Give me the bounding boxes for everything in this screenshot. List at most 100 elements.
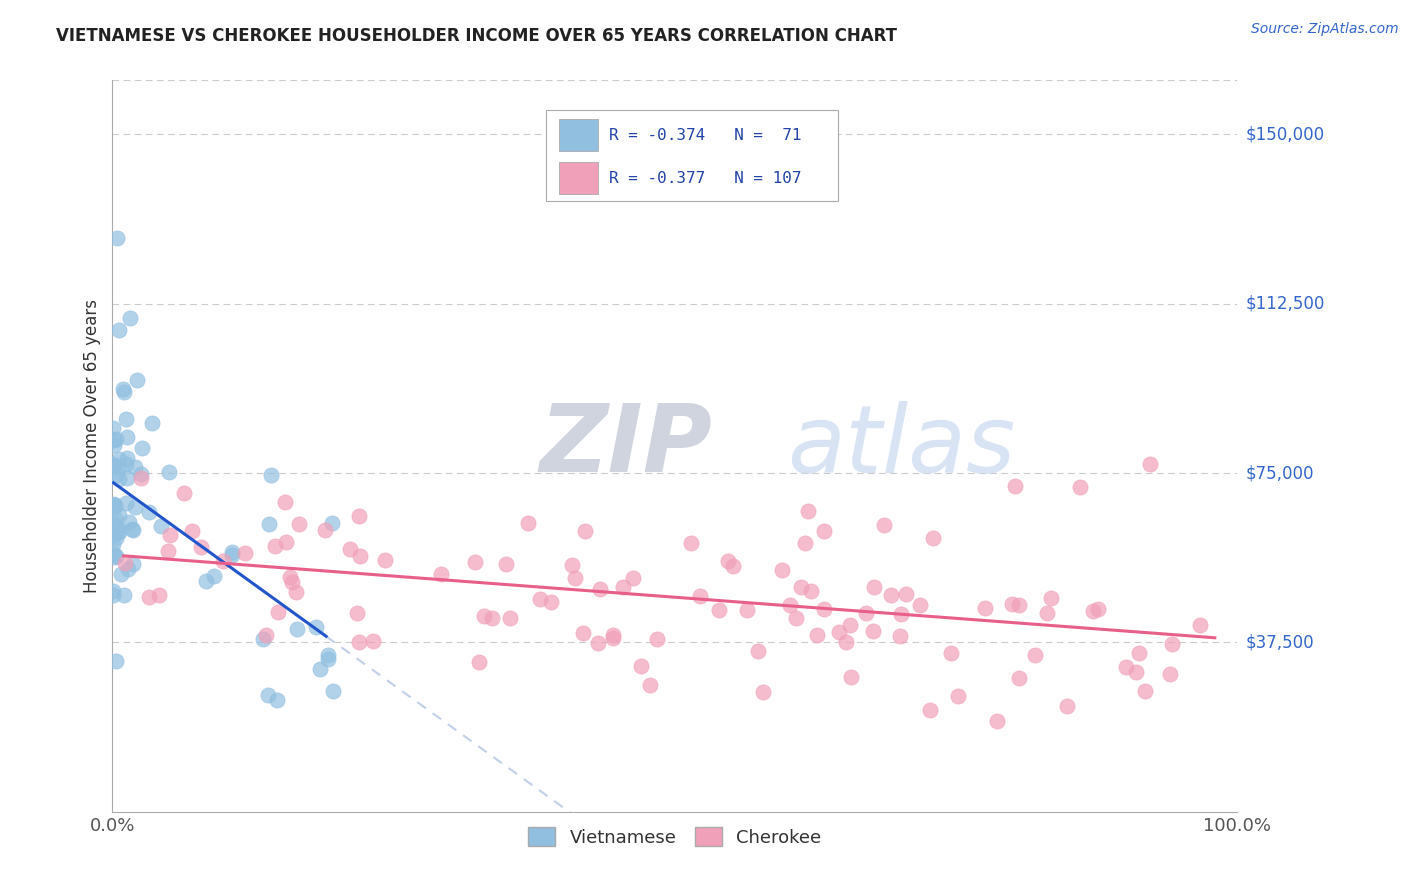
Point xyxy=(117,471,139,485)
Point xyxy=(813,602,835,616)
Point xyxy=(474,608,496,623)
Point xyxy=(589,582,612,597)
Point xyxy=(322,684,344,698)
Point xyxy=(1036,606,1059,620)
Point xyxy=(1128,647,1150,661)
Point xyxy=(890,607,912,621)
Point xyxy=(346,606,368,620)
Text: VIETNAMESE VS CHEROKEE HOUSEHOLDER INCOME OVER 65 YEARS CORRELATION CHART: VIETNAMESE VS CHEROKEE HOUSEHOLDER INCOM… xyxy=(56,27,897,45)
Point xyxy=(110,566,132,581)
Point xyxy=(105,531,128,545)
Point xyxy=(1087,601,1109,615)
Point xyxy=(689,589,711,603)
Text: ZIP: ZIP xyxy=(540,400,713,492)
Point xyxy=(835,635,858,649)
Point xyxy=(105,231,128,245)
Point xyxy=(349,549,371,563)
Point xyxy=(221,548,243,562)
Point xyxy=(138,506,160,520)
Point xyxy=(103,438,125,452)
Point xyxy=(190,540,212,554)
Point xyxy=(287,622,309,636)
Point xyxy=(1139,457,1161,471)
Point xyxy=(922,531,945,545)
Text: $150,000: $150,000 xyxy=(1246,126,1324,144)
Point xyxy=(101,588,124,602)
Point xyxy=(873,517,896,532)
Text: $75,000: $75,000 xyxy=(1246,464,1315,482)
Point xyxy=(101,528,124,542)
Point xyxy=(621,571,644,585)
Point xyxy=(107,323,129,337)
Point xyxy=(800,584,823,599)
Point xyxy=(735,602,758,616)
Point xyxy=(115,430,138,444)
Point xyxy=(612,580,634,594)
Point xyxy=(149,519,172,533)
Point xyxy=(910,598,932,612)
Point xyxy=(679,535,702,549)
Point xyxy=(212,554,235,568)
Point xyxy=(252,632,274,647)
Point xyxy=(647,632,669,646)
Point xyxy=(863,581,886,595)
Point xyxy=(129,470,152,484)
Text: $37,500: $37,500 xyxy=(1246,633,1315,651)
Point xyxy=(1008,671,1031,685)
Point xyxy=(107,524,129,539)
FancyBboxPatch shape xyxy=(560,162,599,194)
Point xyxy=(1004,479,1026,493)
Point xyxy=(264,539,287,553)
Point xyxy=(141,416,163,430)
Point xyxy=(586,635,609,649)
Point xyxy=(602,628,624,642)
Point xyxy=(103,512,125,526)
Point xyxy=(770,563,793,577)
Point xyxy=(111,382,134,396)
Text: atlas: atlas xyxy=(787,401,1015,491)
Point xyxy=(107,459,129,474)
Point xyxy=(105,467,128,482)
Point xyxy=(321,516,343,530)
Point xyxy=(361,633,384,648)
Point xyxy=(104,499,127,513)
Point xyxy=(973,601,995,615)
Point xyxy=(481,611,503,625)
Point xyxy=(117,450,139,465)
Point xyxy=(347,509,370,524)
Point xyxy=(112,588,135,602)
Point xyxy=(564,571,586,585)
Point xyxy=(124,500,146,515)
Point xyxy=(202,569,225,583)
Point xyxy=(517,516,540,530)
Point xyxy=(108,472,131,486)
Point xyxy=(101,459,124,474)
Point xyxy=(101,537,124,551)
Point xyxy=(1081,604,1104,618)
Point xyxy=(278,570,301,584)
Point xyxy=(181,524,204,538)
Point xyxy=(115,496,138,510)
Point xyxy=(1056,698,1078,713)
Point xyxy=(495,557,517,571)
Point xyxy=(221,545,243,559)
Point xyxy=(266,693,288,707)
Point xyxy=(529,591,551,606)
Point xyxy=(572,625,595,640)
Point xyxy=(939,647,962,661)
Point xyxy=(314,523,336,537)
Point xyxy=(122,523,145,537)
Point xyxy=(267,605,290,619)
Point xyxy=(894,587,917,601)
Point xyxy=(630,658,652,673)
Point xyxy=(790,580,813,594)
Point xyxy=(108,452,131,467)
Point xyxy=(1133,684,1156,698)
Point xyxy=(274,495,297,509)
Point xyxy=(131,442,153,456)
Point xyxy=(157,465,180,479)
Point xyxy=(101,457,124,471)
Point xyxy=(561,558,583,573)
Point xyxy=(339,541,361,556)
Point xyxy=(233,546,256,560)
